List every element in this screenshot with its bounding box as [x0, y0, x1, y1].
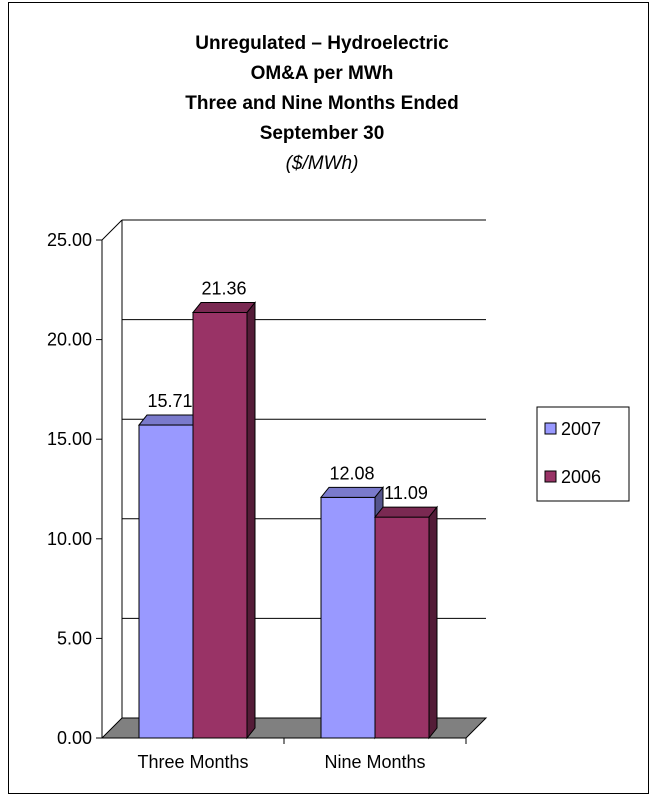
- y-tick-label: 25.00: [47, 230, 92, 250]
- data-label-2007-0: 15.71: [147, 391, 192, 411]
- wall-top-edge: [101, 219, 123, 241]
- chart-frame: Unregulated – Hydroelectric OM&A per MWh…: [8, 2, 649, 794]
- y-tick-label: 20.00: [47, 330, 92, 350]
- plot-area: 0.00 5.00 10.00 15.00 20.00 25.00 15.71 21.36 Th…: [47, 219, 488, 772]
- chart-title: Unregulated – Hydroelectric OM&A per MWh…: [185, 33, 458, 174]
- bar-side-2006-0: [246, 301, 256, 740]
- bar-top-2007-1: [319, 486, 385, 498]
- bar-2007-0: [138, 424, 194, 739]
- legend-swatch-2007: [544, 422, 557, 435]
- bar-2006-1: [374, 516, 430, 739]
- bar-side-2006-1: [428, 505, 438, 740]
- title-line-2: OM&A per MWh: [251, 63, 394, 84]
- y-tick-label: 10.00: [47, 529, 92, 549]
- bar-2007-1: [320, 496, 376, 739]
- title-line-3: Three and Nine Months Ended: [185, 93, 458, 114]
- legend-swatch-2006: [544, 470, 557, 483]
- y-tick-label: 0.00: [57, 728, 92, 748]
- bar-top-2006-1: [373, 506, 439, 518]
- bar-2006-0: [192, 312, 248, 739]
- title-unit: ($/MWh): [286, 153, 359, 174]
- data-label-2006-1: 11.09: [384, 483, 428, 503]
- legend-label-2006: 2006: [561, 467, 601, 487]
- bar-top-2007-0: [137, 414, 203, 426]
- legend-label-2007: 2007: [561, 419, 601, 439]
- category-label: Three Months: [137, 752, 248, 772]
- bar-top-2006-0: [191, 302, 257, 314]
- y-tick-label: 15.00: [47, 429, 92, 449]
- bar-chart: Unregulated – Hydroelectric OM&A per MWh…: [47, 33, 630, 772]
- title-line-1: Unregulated – Hydroelectric: [195, 33, 449, 54]
- data-label-2007-1: 12.08: [329, 463, 374, 483]
- y-tick-label: 5.00: [57, 628, 92, 648]
- legend: 2007 2006: [536, 406, 630, 502]
- title-line-4: September 30: [260, 123, 385, 144]
- data-label-2006-0: 21.36: [201, 279, 246, 299]
- category-label: Nine Months: [324, 752, 425, 772]
